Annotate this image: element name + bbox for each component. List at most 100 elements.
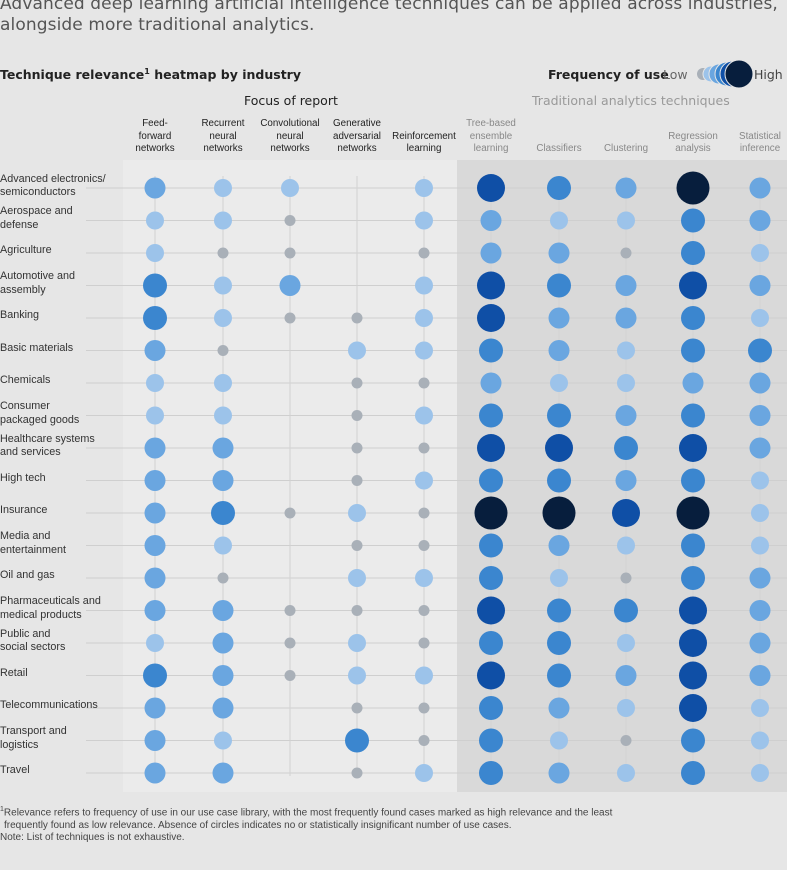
- heatmap-circle: [676, 171, 710, 205]
- heatmap-circle: [681, 728, 705, 753]
- heatmap-circle: [418, 540, 430, 551]
- heatmap-circle: [749, 177, 771, 199]
- heatmap-circle: [415, 341, 433, 360]
- column-header-line: Tree-based: [466, 118, 516, 129]
- headline-line-2: alongside more traditional analytics.: [0, 15, 315, 35]
- heatmap-circle: [548, 242, 570, 264]
- heatmap-circle: [143, 273, 167, 298]
- column-header-line: inference: [739, 143, 781, 154]
- column-header-line: Reinforcement: [392, 130, 456, 142]
- headline: Advanced deep learning artificial intell…: [0, 0, 787, 36]
- heatmap-circle: [144, 697, 166, 719]
- heatmap-circle: [749, 632, 771, 654]
- heatmap-circle: [614, 436, 638, 460]
- heatmap-circle: [143, 663, 167, 688]
- heatmap-circle: [418, 735, 430, 746]
- heatmap-circle: [345, 728, 369, 753]
- heatmap-circle: [214, 179, 232, 197]
- row-label: Chemicals: [0, 374, 50, 388]
- row-label-line: Telecommunications: [0, 699, 98, 712]
- heatmap-circle: [682, 372, 704, 394]
- heatmap-circle: [418, 702, 430, 714]
- heatmap-circle: [146, 406, 164, 425]
- heatmap-circle: [751, 764, 769, 782]
- heatmap-circle: [477, 174, 505, 202]
- heatmap-circle: [620, 572, 632, 584]
- chart-subtitle: Technique relevance1 heatmap by industry: [0, 67, 301, 82]
- row-label-line: entertainment: [0, 543, 67, 556]
- column-header-line: Convolutional: [260, 118, 320, 129]
- row-label: Media and entertainment: [0, 530, 66, 557]
- heatmap-circle: [547, 403, 571, 428]
- row-label-line: High tech: [0, 471, 46, 484]
- row-label: Banking: [0, 309, 39, 323]
- heatmap-circle: [474, 496, 508, 530]
- heatmap-circle: [749, 600, 771, 621]
- heatmap-circle: [679, 434, 707, 462]
- column-header-line: learning: [406, 143, 442, 154]
- heatmap-circle: [480, 242, 502, 264]
- heatmap-circle: [418, 377, 430, 389]
- heatmap-circle: [617, 536, 635, 555]
- heatmap-circle: [620, 247, 632, 259]
- row-label-line: packaged goods: [0, 413, 80, 426]
- heatmap-circle: [284, 670, 296, 681]
- heatmap-circle: [615, 405, 637, 426]
- heatmap-circle: [348, 569, 366, 587]
- heatmap-circle: [548, 762, 570, 784]
- heatmap-circle: [351, 605, 363, 616]
- heatmap-circle: [477, 661, 505, 690]
- heatmap-circle: [477, 596, 505, 625]
- heatmap-circle: [415, 406, 433, 425]
- column-header: Statistical inference: [724, 131, 787, 156]
- row-label: Consumer packaged goods: [0, 400, 79, 427]
- heatmap-circle: [480, 372, 502, 394]
- row-label-line: Healthcare systems: [0, 432, 95, 445]
- heatmap-circle: [751, 471, 769, 490]
- heatmap-circle: [547, 663, 571, 688]
- heatmap-circle: [547, 273, 571, 298]
- heatmap-circle: [751, 731, 769, 750]
- legend-high-label: High: [754, 67, 783, 82]
- column-header-line: Recurrent: [201, 118, 245, 129]
- column-header-line: networks: [270, 143, 310, 154]
- column-header: Tree-based ensemble learning: [455, 118, 527, 156]
- heatmap-circle: [547, 468, 571, 493]
- heatmap-circle: [351, 475, 363, 486]
- heatmap-circle: [146, 634, 164, 652]
- heatmap-circle: [477, 271, 505, 300]
- column-header-line: Statistical: [739, 130, 781, 142]
- heatmap-circle: [144, 600, 166, 621]
- column-header-line: learning: [473, 143, 509, 154]
- row-label-line: Insurance: [0, 504, 48, 517]
- heatmap-circle: [418, 637, 430, 649]
- heatmap-circle: [751, 309, 769, 327]
- row-label-line: medical products: [0, 608, 82, 621]
- heatmap-circle: [548, 535, 570, 556]
- heatmap-circle: [212, 697, 234, 719]
- heatmap-circle: [415, 276, 433, 295]
- row-label-line: and services: [0, 446, 61, 458]
- row-label: Healthcare systems and services: [0, 433, 95, 460]
- column-header-line: Classifiers: [536, 143, 582, 154]
- heatmap-circle: [351, 702, 363, 714]
- heatmap-circle: [477, 434, 505, 462]
- heatmap-circle: [284, 312, 296, 324]
- heatmap-chart: [86, 160, 787, 792]
- heatmap-circle: [284, 507, 296, 519]
- heatmap-circle: [144, 762, 166, 784]
- heatmap-circle: [217, 572, 229, 584]
- heatmap-circle: [679, 596, 707, 625]
- heatmap-circle: [144, 730, 166, 751]
- column-header: Classifiers: [523, 143, 595, 156]
- heatmap-circle: [212, 470, 234, 491]
- heatmap-circle: [681, 468, 705, 493]
- heatmap-circle: [418, 605, 430, 616]
- heatmap-circle: [617, 634, 635, 652]
- column-header-line: neural: [209, 130, 237, 142]
- heatmap-circle: [620, 735, 632, 746]
- row-label-line: Public and: [0, 627, 51, 640]
- heatmap-circle: [281, 179, 299, 197]
- heatmap-circle: [214, 211, 232, 230]
- heatmap-circle: [143, 306, 167, 330]
